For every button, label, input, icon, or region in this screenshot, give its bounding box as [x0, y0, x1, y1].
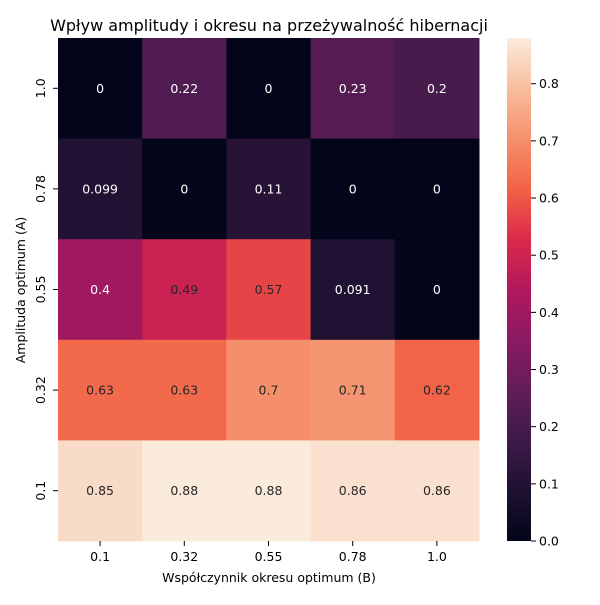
cell-label: 0.85 [86, 483, 114, 498]
heatmap-cell [226, 239, 312, 341]
cell-label: 0.57 [255, 282, 283, 297]
y-tick-label: 1.0 [33, 78, 48, 98]
heatmap-cell [394, 38, 480, 140]
colorbar-tick-label: 0.8 [539, 76, 559, 91]
heatmap-cell [310, 440, 396, 542]
heatmap-cell [142, 38, 227, 140]
cell-label: 0.22 [170, 81, 198, 96]
heatmap-cell [226, 138, 312, 240]
cell-label: 0.71 [339, 383, 367, 398]
heatmap-cell [142, 339, 227, 441]
colorbar-tick-label: 0.4 [539, 305, 559, 320]
heatmap-cell [142, 138, 227, 240]
heatmap-cell [142, 440, 227, 542]
colorbar-ticks: 0.0 0.1 0.2 0.3 0.4 0.5 0.6 0.7 0.8 [531, 76, 559, 549]
cell-label: 0 [433, 181, 441, 196]
colorbar-tick-label: 0.6 [539, 191, 559, 206]
cell-label: 0.099 [82, 181, 118, 196]
cell-label: 0.62 [423, 383, 451, 398]
cell-label: 0.63 [86, 383, 114, 398]
cell-label: 0.11 [255, 181, 283, 196]
heatmap-cell [58, 138, 143, 240]
x-axis: 0.1 0.32 0.55 0.78 1.0 [90, 541, 447, 564]
y-axis: 1.0 0.78 0.55 0.32 0.1 [33, 78, 58, 501]
cell-label: 0.4 [90, 282, 110, 297]
cell-label: 0.88 [255, 483, 283, 498]
heatmap-cell [58, 440, 143, 542]
y-tick-label: 0.32 [33, 376, 48, 404]
heatmap-cell [58, 339, 143, 441]
cell-labels: 0 0.22 0 0.23 0.2 0.099 0 0.11 0 0 0.4 0.49 0.57 0.09… [82, 81, 451, 498]
heatmap-cell [310, 239, 396, 341]
colorbar-tick-label: 0.1 [539, 476, 559, 491]
heatmap-cell [310, 38, 396, 140]
cell-label: 0.091 [335, 282, 371, 297]
cell-label: 0.63 [170, 383, 198, 398]
heatmap-cell [142, 239, 227, 341]
cell-label: 0 [265, 81, 273, 96]
heatmap-cell [226, 339, 312, 441]
heatmap-cell [394, 440, 480, 542]
cell-label: 0.49 [170, 282, 198, 297]
heatmap-cell [310, 138, 396, 240]
heatmap-cell [394, 339, 480, 441]
heatmap-cell [310, 339, 396, 441]
cell-label: 0 [180, 181, 188, 196]
heatmap-cell [58, 239, 143, 341]
cell-label: 0.2 [427, 81, 447, 96]
colorbar: 0.0 0.1 0.2 0.3 0.4 0.5 0.6 0.7 0.8 [507, 38, 559, 549]
heatmap-cell [58, 38, 143, 140]
colorbar-tick-label: 0.3 [539, 362, 559, 377]
cell-label: 0.23 [339, 81, 367, 96]
y-tick-label: 0.55 [33, 276, 48, 304]
colorbar-tick-label: 0.7 [539, 133, 559, 148]
cell-label: 0.7 [259, 383, 279, 398]
heatmap-cell [394, 239, 480, 341]
cell-label: 0 [349, 181, 357, 196]
x-tick-label: 0.1 [90, 549, 110, 564]
cell-label: 0.86 [339, 483, 367, 498]
colorbar-tick-label: 0.5 [539, 248, 559, 263]
y-tick-label: 0.78 [33, 175, 48, 203]
x-tick-label: 0.78 [339, 549, 367, 564]
heatmap-cell [226, 440, 312, 542]
colorbar-gradient [507, 38, 531, 541]
x-tick-label: 0.32 [170, 549, 198, 564]
cell-label: 0.88 [170, 483, 198, 498]
y-axis-label: Amplituda optimum (A) [13, 217, 28, 364]
heatmap-cells [58, 38, 480, 542]
colorbar-tick-label: 0.0 [539, 534, 559, 549]
heatmap-cell [226, 38, 312, 140]
x-tick-label: 1.0 [427, 549, 447, 564]
cell-label: 0 [433, 282, 441, 297]
cell-label: 0 [96, 81, 104, 96]
y-tick-label: 0.1 [33, 481, 48, 501]
cell-label: 0.86 [423, 483, 451, 498]
heatmap-cell [394, 138, 480, 240]
chart-title: Wpływ amplitudy i okresu na przeżywalnoś… [50, 16, 488, 35]
x-tick-label: 0.55 [255, 549, 283, 564]
colorbar-tick-label: 0.2 [539, 419, 559, 434]
x-axis-label: Współczynnik okresu optimum (B) [162, 570, 376, 585]
